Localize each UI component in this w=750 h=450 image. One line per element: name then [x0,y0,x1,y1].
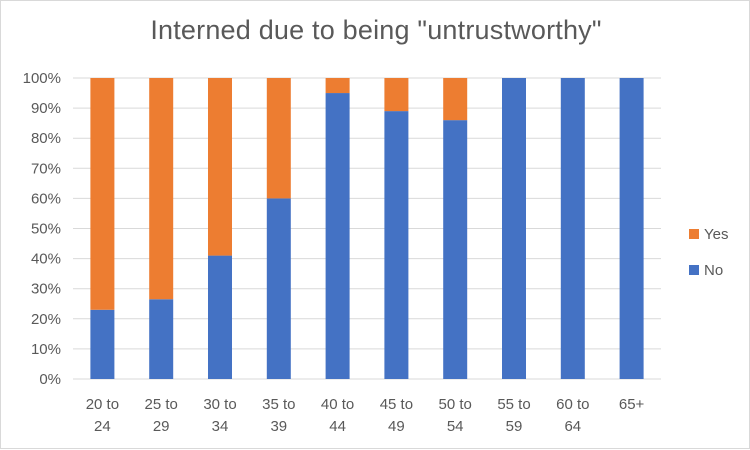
x-tick-label: 40 to [321,396,354,413]
x-tick-label: 64 [564,418,581,435]
bar-no-segment [384,111,409,380]
y-tick-label: 70% [31,160,61,177]
legend-label-no: No [704,262,723,279]
x-tick-label: 25 to [145,396,178,413]
chart-title: Interned due to being "untrustworthy" [150,15,602,45]
y-tick-label: 90% [31,100,61,117]
bar-yes-segment [384,78,409,112]
bar-no-segment [443,120,468,379]
x-tick-label: 35 to [262,396,295,413]
bar-yes-segment [266,78,291,199]
legend-label-yes: Yes [704,226,728,243]
legend-swatch-yes [689,229,699,239]
bar-no-segment [149,299,174,379]
bar-yes-segment [325,78,350,94]
x-tick-label: 29 [153,418,170,435]
x-tick-label: 65+ [619,396,645,413]
y-tick-label: 0% [39,371,61,388]
x-tick-label: 20 to [86,396,119,413]
x-tick-label: 24 [94,418,111,435]
y-tick-label: 10% [31,341,61,358]
y-tick-label: 80% [31,130,61,147]
bar-yes-segment [208,78,232,256]
x-tick-label: 45 to [380,396,413,413]
x-tick-label: 49 [388,418,405,435]
bar-yes-segment [443,78,468,121]
x-tick-label: 55 to [497,396,530,413]
y-tick-label: 30% [31,281,61,298]
bar-no-segment [560,78,585,379]
x-tick-label: 50 to [439,396,472,413]
legend-swatch-no [689,265,699,275]
bar-no-segment [502,78,526,379]
bar-no-segment [208,255,232,379]
y-tick-label: 100% [23,70,61,87]
bar-no-segment [325,93,350,380]
y-tick-label: 50% [31,221,61,238]
x-tick-label: 34 [212,418,229,435]
x-tick-label: 30 to [203,396,236,413]
x-tick-label: 44 [329,418,346,435]
x-tick-label: 39 [270,418,287,435]
y-tick-label: 20% [31,311,61,328]
bar-no-segment [266,198,291,379]
y-tick-label: 60% [31,190,61,207]
bar-yes-segment [90,78,115,310]
bar-yes-segment [149,78,174,300]
y-tick-label: 40% [31,251,61,268]
x-tick-label: 59 [506,418,523,435]
x-tick-label: 60 to [556,396,589,413]
bar-no-segment [619,78,644,379]
x-tick-label: 54 [447,418,464,435]
bar-no-segment [90,309,115,379]
